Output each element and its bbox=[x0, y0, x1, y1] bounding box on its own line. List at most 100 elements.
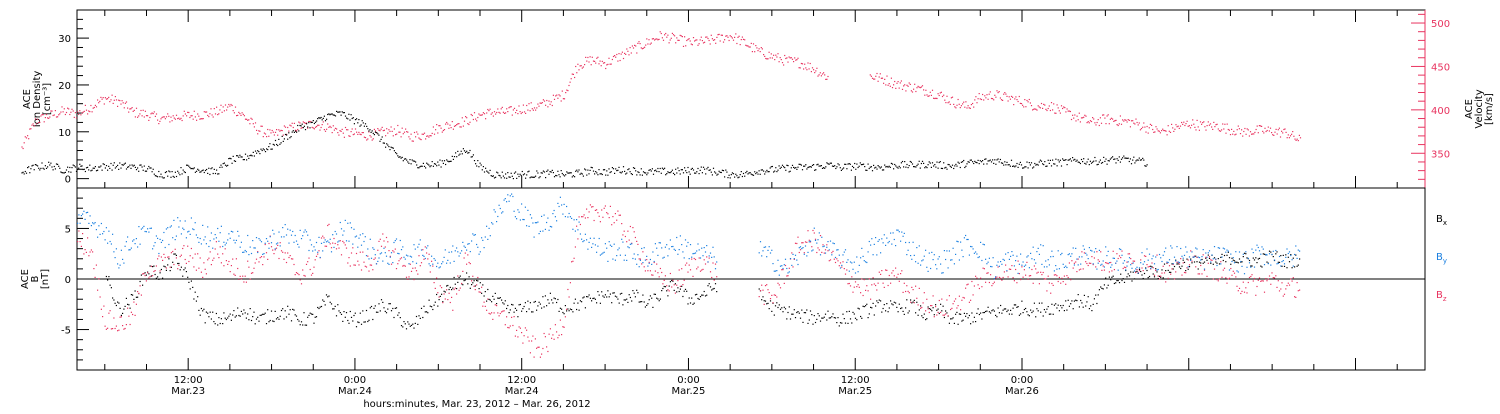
bx-point bbox=[886, 303, 887, 304]
bz-point bbox=[711, 277, 712, 278]
by-point bbox=[874, 244, 875, 245]
by-point bbox=[570, 216, 571, 217]
velocity-point bbox=[416, 131, 417, 132]
density-point bbox=[130, 168, 131, 169]
velocity-point bbox=[342, 129, 343, 130]
bx-point bbox=[440, 296, 441, 297]
by-point bbox=[1065, 266, 1066, 267]
by-point bbox=[240, 247, 241, 248]
by-point bbox=[333, 247, 334, 248]
density-point bbox=[299, 125, 300, 126]
density-y-axis-label-line: [cm⁻³] bbox=[42, 83, 53, 115]
by-point bbox=[702, 255, 703, 256]
bx-point bbox=[208, 316, 209, 317]
by-point bbox=[187, 231, 188, 232]
bx-point bbox=[514, 312, 515, 313]
velocity-point bbox=[464, 121, 465, 122]
by-point bbox=[595, 244, 596, 245]
density-point bbox=[604, 169, 605, 170]
density-point bbox=[943, 162, 944, 163]
density-point bbox=[393, 148, 394, 149]
velocity-point bbox=[799, 67, 800, 68]
density-point bbox=[442, 160, 443, 161]
velocity-point bbox=[270, 132, 271, 133]
velocity-point bbox=[85, 105, 86, 106]
density-point bbox=[108, 166, 109, 167]
velocity-point bbox=[429, 135, 430, 136]
by-point bbox=[859, 265, 860, 266]
velocity-point bbox=[929, 95, 930, 96]
bx-point bbox=[1119, 282, 1120, 283]
bx-point bbox=[871, 307, 872, 308]
bx-point bbox=[400, 317, 401, 318]
velocity-point bbox=[681, 35, 682, 36]
velocity-point bbox=[684, 36, 685, 37]
bz-point bbox=[431, 261, 432, 262]
velocity-point bbox=[92, 111, 93, 112]
bx-point bbox=[118, 303, 119, 304]
velocity-point bbox=[448, 128, 449, 129]
by-point bbox=[801, 248, 802, 249]
density-point bbox=[142, 166, 143, 167]
density-point bbox=[123, 165, 124, 166]
bz-point bbox=[955, 298, 956, 299]
by-point bbox=[1090, 250, 1091, 251]
density-point bbox=[1062, 158, 1063, 159]
by-point bbox=[594, 238, 595, 239]
velocity-point bbox=[461, 126, 462, 127]
bx-point bbox=[497, 298, 498, 299]
velocity-point bbox=[550, 104, 551, 105]
bx-point bbox=[831, 316, 832, 317]
velocity-point bbox=[401, 136, 402, 137]
density-point bbox=[586, 175, 587, 176]
by-point bbox=[283, 236, 284, 237]
bz-point bbox=[1243, 282, 1244, 283]
velocity-point bbox=[610, 64, 611, 65]
velocity-point bbox=[1119, 123, 1120, 124]
velocity-point bbox=[903, 85, 904, 86]
bx-point bbox=[679, 291, 680, 292]
bz-point bbox=[398, 260, 399, 261]
velocity-point bbox=[995, 97, 996, 98]
density-point bbox=[411, 163, 412, 164]
by-point bbox=[145, 231, 146, 232]
velocity-point bbox=[1174, 129, 1175, 130]
bx-point bbox=[675, 283, 676, 284]
velocity-point bbox=[182, 120, 183, 121]
bz-point bbox=[772, 302, 773, 303]
bz-point bbox=[779, 284, 780, 285]
by-point bbox=[1030, 253, 1031, 254]
velocity-point bbox=[127, 108, 128, 109]
density-point bbox=[868, 164, 869, 165]
velocity-point bbox=[1016, 99, 1017, 100]
velocity-point bbox=[924, 95, 925, 96]
density-point bbox=[756, 172, 757, 173]
by-point bbox=[696, 250, 697, 251]
velocity-point bbox=[675, 42, 676, 43]
velocity-point bbox=[355, 128, 356, 129]
bx-point bbox=[825, 314, 826, 315]
velocity-point bbox=[1052, 109, 1053, 110]
density-point bbox=[246, 159, 247, 160]
density-point bbox=[1144, 165, 1145, 166]
bx-point bbox=[626, 299, 627, 300]
velocity-point bbox=[106, 99, 107, 100]
velocity-point bbox=[596, 58, 597, 59]
bz-point bbox=[130, 324, 131, 325]
density-point bbox=[92, 170, 93, 171]
velocity-point bbox=[1061, 105, 1062, 106]
velocity-point bbox=[397, 125, 398, 126]
velocity-point bbox=[1122, 119, 1123, 120]
bx-point bbox=[422, 317, 423, 318]
by-point bbox=[1136, 267, 1137, 268]
by-point bbox=[811, 250, 812, 251]
velocity-point bbox=[656, 38, 657, 39]
by-point bbox=[1174, 257, 1175, 258]
velocity-point bbox=[801, 63, 802, 64]
bz-point bbox=[300, 279, 301, 280]
density-point bbox=[934, 164, 935, 165]
bz-point bbox=[964, 297, 965, 298]
by-point bbox=[1170, 245, 1171, 246]
density-point bbox=[179, 174, 180, 175]
bx-point bbox=[273, 321, 274, 322]
